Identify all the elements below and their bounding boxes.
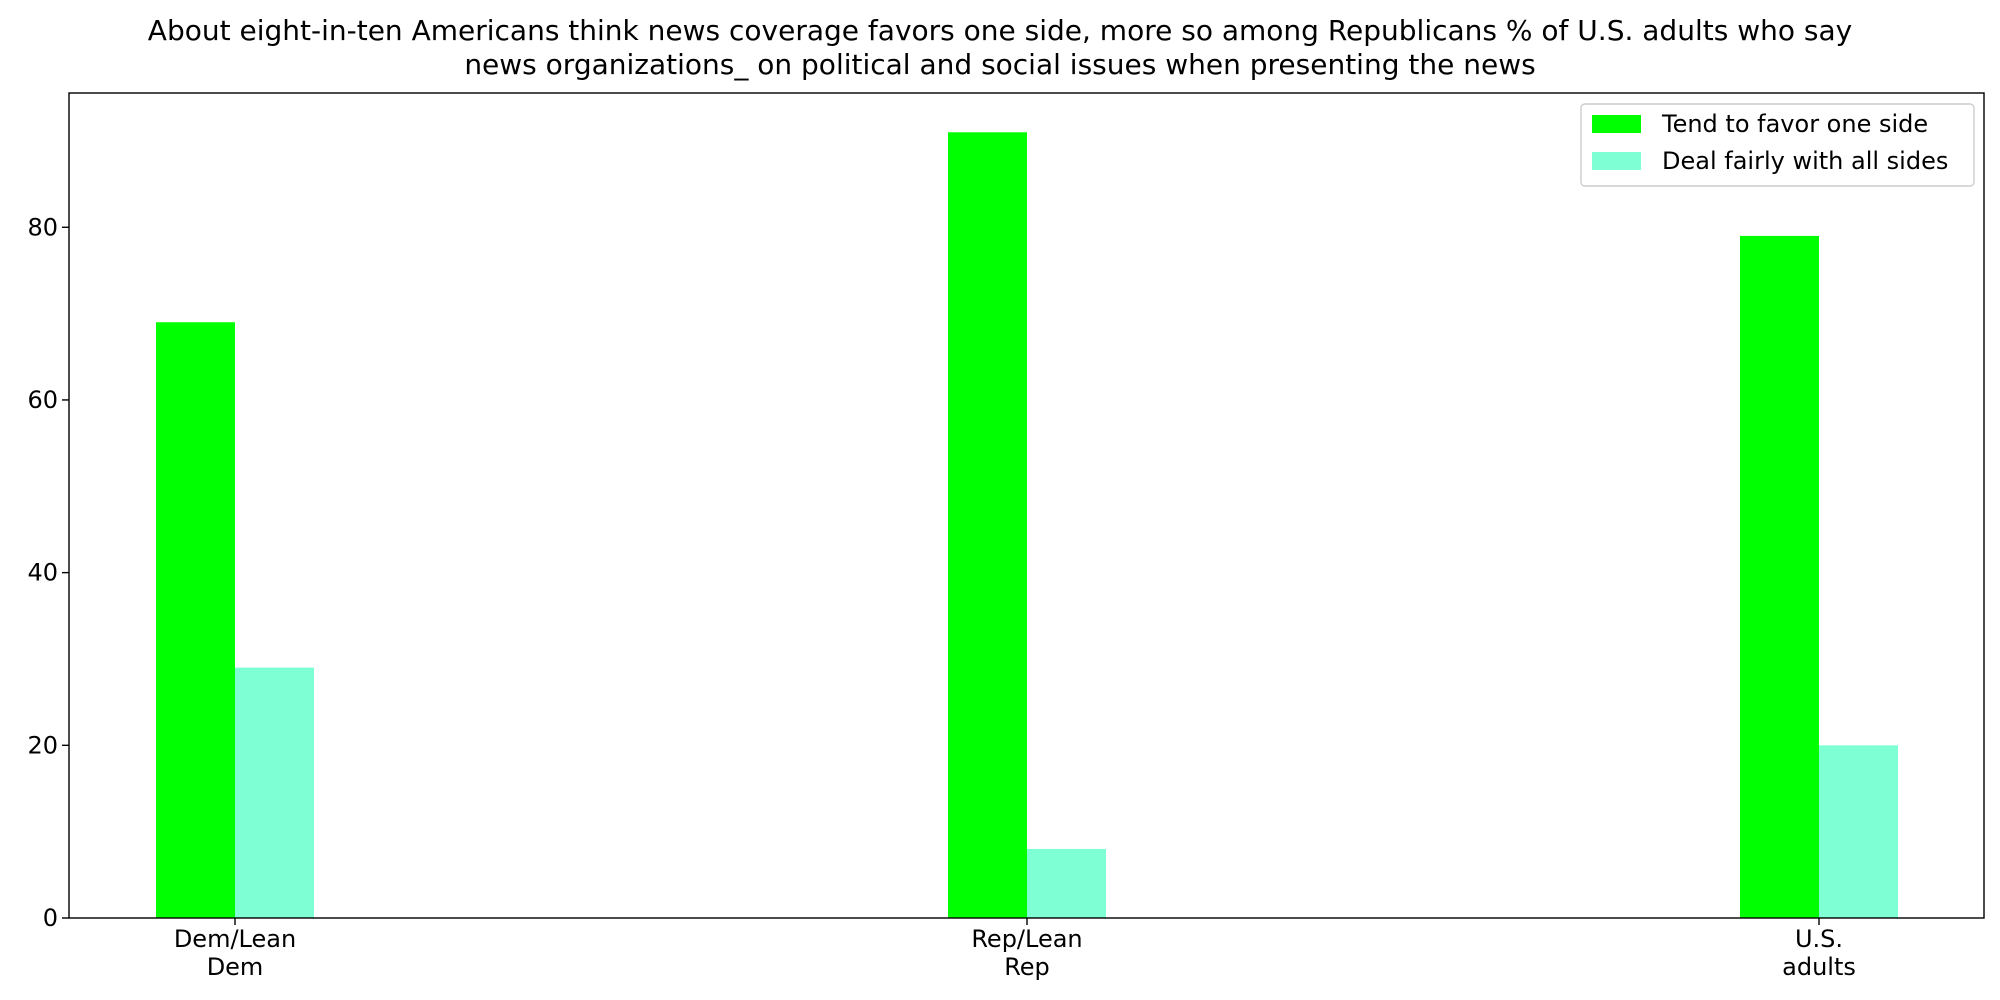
legend-label-1: Tend to favor one side [1661, 110, 1928, 138]
y-tick-label: 0 [43, 904, 58, 932]
bar-series-1-category-3 [1740, 235, 1819, 919]
y-tick-label: 60 [27, 386, 58, 414]
x-tick-label-line: U.S. [1795, 925, 1843, 953]
bar-series-2-category-2 [1027, 848, 1106, 918]
x-tick-label-line: Dem [207, 953, 264, 981]
x-tick-label-2: Rep/Lean Rep [971, 925, 1082, 981]
x-tick-label-3: U.S. adults [1782, 925, 1856, 981]
chart-title: About eight-in-ten Americans think news … [148, 14, 1852, 81]
legend-swatch-2 [1592, 152, 1641, 170]
y-tick-label: 20 [27, 731, 58, 759]
chart-title-line-1: About eight-in-ten Americans think news … [148, 14, 1852, 47]
x-tick-label-line: Rep [1004, 953, 1050, 981]
bar-series-1-category-1 [156, 322, 235, 918]
y-tick-label: 40 [27, 559, 58, 587]
chart-title-line-2: news organizations_ on political and soc… [464, 48, 1535, 81]
legend-box [1580, 103, 1975, 187]
bar-series-1-category-2 [948, 132, 1027, 919]
x-axis: Dem/Lean Dem Rep/Lean Rep U.S. adults [174, 918, 1856, 981]
y-tick-label: 80 [27, 213, 58, 241]
bars-layer [156, 132, 1898, 919]
x-tick-label-line: Rep/Lean [971, 925, 1082, 953]
y-axis: 0 20 40 60 80 [27, 213, 69, 932]
x-tick-label-line: Dem/Lean [174, 925, 296, 953]
legend-label-2: Deal fairly with all sides [1662, 147, 1948, 175]
x-tick-label-line: adults [1782, 953, 1856, 981]
bar-series-2-category-1 [235, 667, 314, 918]
x-tick-label-1: Dem/Lean Dem [174, 925, 296, 981]
legend-swatch-1 [1592, 115, 1641, 133]
bar-series-2-category-3 [1819, 745, 1898, 918]
legend: Tend to favor one side Deal fairly with a… [1580, 103, 1975, 187]
